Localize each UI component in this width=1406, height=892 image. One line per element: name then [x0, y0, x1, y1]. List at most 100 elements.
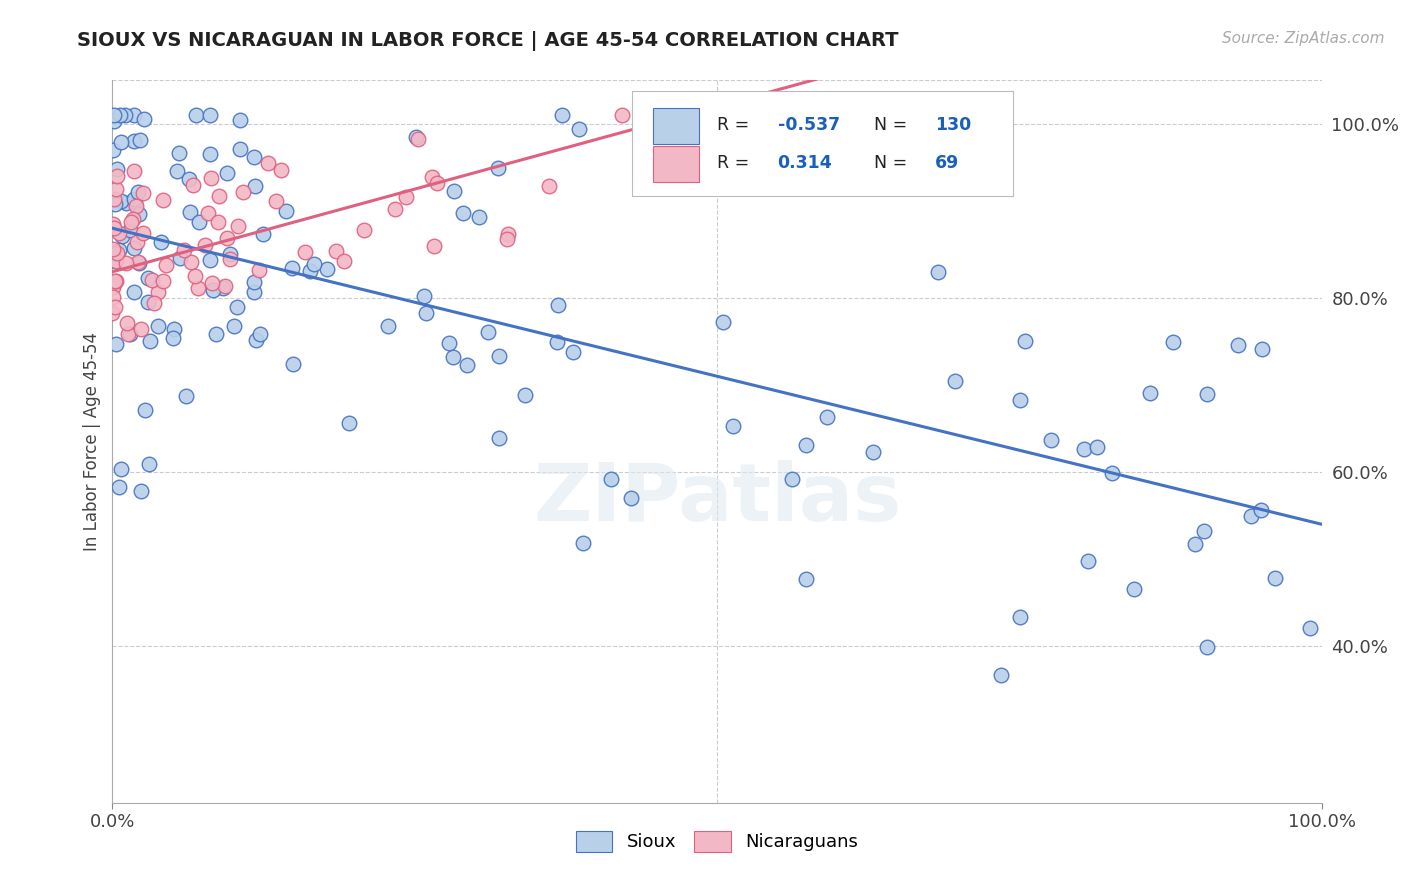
Point [187, 280, 209, 294]
Point [943, 374, 966, 388]
Point [224, 319, 246, 334]
Point [146, 285, 169, 299]
Point [546, 334, 568, 349]
Point [226, 219, 249, 234]
Point [242, 150, 264, 164]
Point [1101, 467, 1123, 481]
Point [110, 462, 132, 476]
Point [488, 431, 510, 445]
Point [1251, 342, 1274, 356]
Point [451, 206, 474, 220]
Text: Source: ZipAtlas.com: Source: ZipAtlas.com [1222, 31, 1385, 46]
Point [256, 156, 278, 170]
Point [134, 403, 156, 417]
Point [477, 325, 499, 339]
Point [572, 536, 595, 550]
Point [101, 276, 124, 290]
Point [101, 217, 124, 231]
Point [132, 226, 155, 240]
Point [243, 276, 266, 290]
Point [377, 319, 399, 334]
Point [215, 231, 238, 245]
Point [488, 349, 510, 363]
Point [794, 572, 817, 586]
Point [136, 295, 159, 310]
FancyBboxPatch shape [652, 108, 699, 144]
Point [155, 258, 177, 272]
Point [124, 164, 146, 178]
Point [101, 242, 124, 256]
Point [104, 253, 127, 268]
Point [105, 275, 128, 289]
Point [104, 274, 127, 288]
Point [110, 108, 132, 122]
Point [353, 223, 375, 237]
Point [838, 108, 860, 122]
Point [1077, 554, 1099, 568]
Point [103, 192, 125, 206]
Text: R =: R = [717, 154, 755, 172]
Point [122, 192, 145, 206]
Point [794, 437, 817, 451]
Point [413, 289, 436, 303]
Point [179, 204, 201, 219]
Point [486, 161, 509, 176]
Point [127, 255, 149, 269]
Point [200, 108, 222, 122]
Point [127, 186, 149, 200]
Point [139, 334, 162, 348]
Point [125, 199, 148, 213]
Point [131, 186, 153, 201]
Point [103, 221, 125, 235]
Point [122, 108, 145, 122]
Point [437, 336, 460, 351]
Point [194, 238, 217, 252]
Point [600, 472, 623, 486]
Point [132, 112, 155, 126]
Point [406, 132, 429, 146]
Point [1014, 334, 1036, 349]
Point [333, 254, 356, 268]
Point [568, 121, 591, 136]
Point [114, 108, 136, 122]
Point [103, 251, 125, 265]
Point [228, 113, 250, 128]
Point [302, 257, 325, 271]
Point [101, 278, 124, 293]
Point [111, 229, 134, 244]
Point [538, 178, 561, 193]
Point [721, 419, 744, 434]
Point [456, 358, 478, 372]
Point [243, 285, 266, 300]
Point [197, 205, 219, 219]
Point [120, 215, 142, 229]
Point [862, 445, 884, 459]
Point [274, 204, 297, 219]
Point [270, 162, 292, 177]
Point [124, 195, 146, 210]
Point [610, 108, 633, 122]
Point [127, 235, 149, 250]
Point [129, 133, 152, 147]
Text: 69: 69 [935, 154, 959, 172]
Point [226, 300, 249, 314]
Point [104, 196, 127, 211]
Point [103, 301, 125, 315]
Point [122, 285, 145, 299]
Point [218, 247, 240, 261]
Point [1299, 621, 1322, 635]
Point [104, 182, 127, 196]
Point [1197, 640, 1219, 654]
Point [163, 321, 186, 335]
Point [620, 491, 643, 506]
FancyBboxPatch shape [633, 91, 1014, 196]
Point [128, 207, 150, 221]
Point [108, 479, 131, 493]
Point [1264, 570, 1286, 584]
Text: 0.314: 0.314 [778, 154, 832, 172]
Point [467, 210, 489, 224]
Text: N =: N = [875, 154, 912, 172]
Point [108, 243, 131, 257]
Point [1184, 537, 1206, 551]
Point [281, 260, 304, 275]
